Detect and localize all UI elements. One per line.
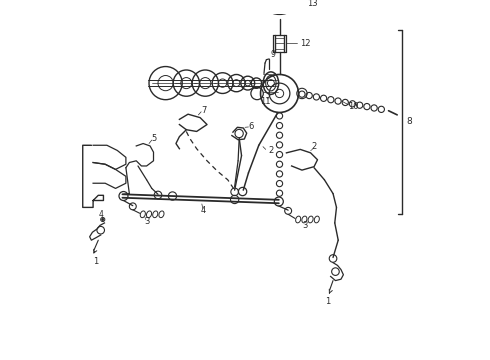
Text: 8: 8 [406,117,412,126]
Text: 13: 13 [307,0,318,8]
Text: 5: 5 [151,134,156,143]
Text: 12: 12 [300,39,311,48]
Text: 3: 3 [303,221,308,230]
Text: 4: 4 [201,206,206,215]
Circle shape [102,219,104,221]
Text: 6: 6 [248,122,254,131]
Text: 9: 9 [271,50,276,59]
Text: 2: 2 [312,143,317,152]
Text: 1: 1 [93,257,98,266]
Text: 3: 3 [144,217,149,226]
Text: 1: 1 [325,297,330,306]
Text: 7: 7 [201,106,206,115]
Text: 11: 11 [261,96,271,105]
Text: 2: 2 [269,146,274,155]
Text: 4: 4 [98,211,103,220]
Text: 10: 10 [348,102,359,111]
